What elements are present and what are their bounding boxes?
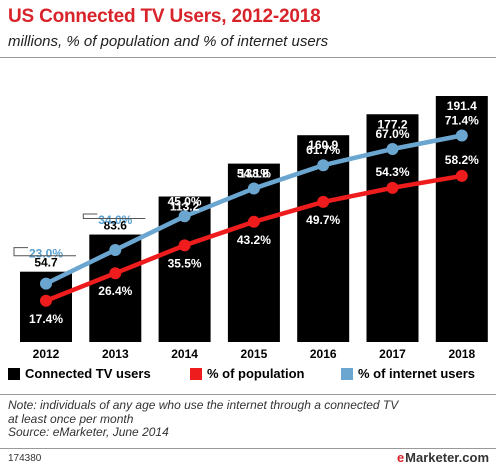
bar-value-label: 138.8 <box>239 167 269 181</box>
bar-value-label: 191.4 <box>447 99 477 113</box>
bar-value-label: 113.2 <box>170 200 200 214</box>
note-line: at least once per month <box>8 411 134 426</box>
brand-suffix: .com <box>458 450 489 465</box>
legend-label-bars: Connected TV users <box>25 366 151 381</box>
internet-value-label: 61.7% <box>306 143 340 157</box>
bar-value-label: 54.7 <box>34 256 58 270</box>
population-value-label: 49.7% <box>306 213 340 227</box>
bar-value-label: 160.9 <box>308 138 338 152</box>
legend-label-internet: % of internet users <box>358 366 476 381</box>
internet-value-label: 71.4% <box>445 114 479 128</box>
population-line-point <box>317 195 330 208</box>
x-tick-label: 2014 <box>171 347 198 361</box>
internet-value-label: 34.0% <box>98 213 132 227</box>
brand-logo: eMarketer.com <box>397 450 489 465</box>
population-value-label: 54.3% <box>375 165 409 179</box>
population-line-point <box>386 181 399 194</box>
x-tick-label: 2012 <box>33 347 60 361</box>
x-tick-label: 2016 <box>310 347 337 361</box>
population-value-label: 26.4% <box>98 284 132 298</box>
population-value-label: 58.2% <box>445 153 479 167</box>
divider <box>0 448 496 449</box>
internet-value-label: 23.0% <box>29 247 63 261</box>
chart-plot: 2012 2013 2014 2015 2016 2017 2018 54.7 83.6 113.… <box>13 96 488 361</box>
population-line-point <box>455 169 468 182</box>
legend-swatch-population <box>190 367 202 380</box>
chart-id: 174380 <box>8 453 42 464</box>
x-tick-label: 2017 <box>379 347 406 361</box>
population-line-point <box>109 267 122 280</box>
internet-line-point <box>40 277 52 290</box>
chart-legend: Connected TV users % of population % of … <box>8 366 496 386</box>
note-line: Note: individuals of any age who use the… <box>8 398 399 412</box>
population-line-point <box>178 239 191 252</box>
chart-subtitle: millions, % of population and % of inter… <box>8 33 329 50</box>
x-tick-label: 2015 <box>241 347 268 361</box>
source-line: Source: eMarketer, June 2014 <box>8 425 169 439</box>
divider <box>0 394 496 395</box>
population-value-label: 43.2% <box>237 233 271 247</box>
population-value-label: 17.4% <box>29 312 63 326</box>
internet-line-point <box>109 243 122 256</box>
internet-line-point <box>247 182 260 195</box>
legend-label-population: % of population <box>207 366 305 381</box>
internet-value-label: 54.1% <box>237 166 271 180</box>
chart-title: US Connected TV Users, 2012-2018 <box>8 6 321 27</box>
population-value-label: 35.5% <box>168 256 202 270</box>
brand-name: Marketer <box>405 450 459 465</box>
internet-value-label: 45.0% <box>168 194 202 208</box>
x-tick-label: 2018 <box>448 347 475 361</box>
internet-line-point <box>386 142 399 155</box>
internet-value-label: 67.0% <box>375 127 409 141</box>
population-line-point <box>40 294 52 307</box>
bar-value-label: 83.6 <box>104 219 128 233</box>
bar-value-label: 177.2 <box>377 117 407 131</box>
divider <box>0 57 496 58</box>
legend-swatch-internet <box>341 367 353 380</box>
brand-mark: e <box>396 450 405 465</box>
legend-item-internet: % of internet users <box>341 366 475 381</box>
x-tick-label: 2013 <box>102 347 129 361</box>
label-callout <box>13 247 76 257</box>
label-callout <box>82 213 146 220</box>
internet-line-point <box>317 159 330 172</box>
internet-line-point <box>178 210 191 223</box>
legend-item-bars: Connected TV users <box>8 366 151 381</box>
legend-swatch-bars <box>8 367 20 380</box>
internet-line-point <box>455 129 468 142</box>
chart-note: Note: individuals of any age who use the… <box>8 398 496 440</box>
population-line-point <box>247 215 260 228</box>
legend-item-population: % of population <box>190 366 304 381</box>
